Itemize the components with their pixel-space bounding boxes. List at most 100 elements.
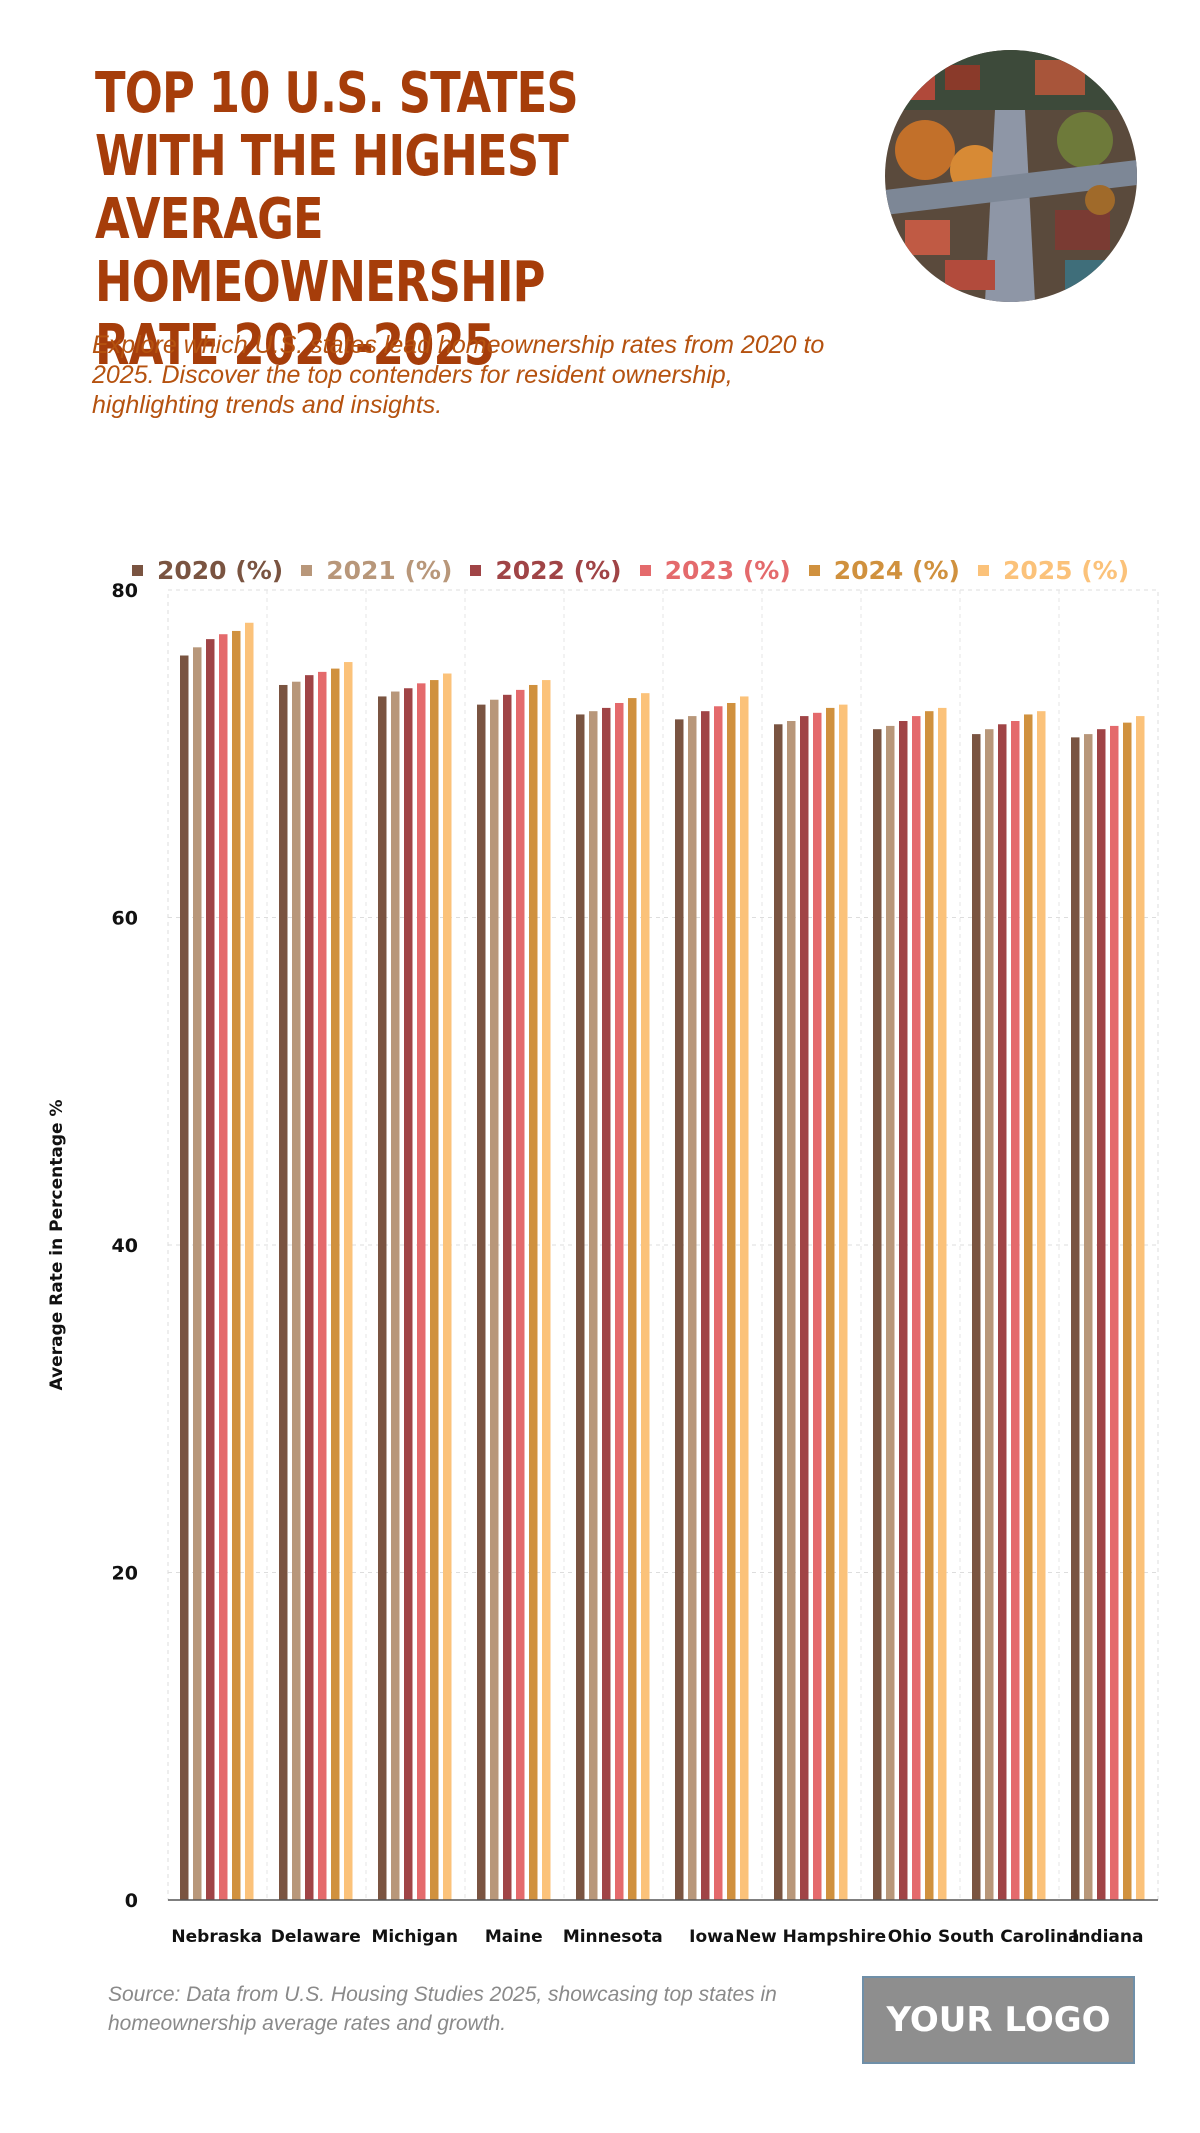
legend-label: 2021 (%)	[326, 555, 453, 585]
legend-label: 2023 (%)	[664, 555, 791, 585]
bar	[615, 702, 624, 1900]
bar	[516, 689, 525, 1901]
legend-swatch	[639, 564, 651, 576]
x-tick-label: Nebraska	[171, 1927, 262, 1947]
legend-swatch	[132, 564, 143, 576]
legend-label: 2025 (%)	[1002, 555, 1130, 585]
bar	[305, 675, 314, 1900]
bar	[787, 721, 796, 1900]
bar	[232, 630, 241, 1900]
legend-swatch	[470, 564, 482, 576]
logo-placeholder: YOUR LOGO	[862, 1976, 1135, 2064]
x-tick-label: Delaware	[271, 1927, 361, 1947]
bar	[1024, 714, 1033, 1901]
y-axis-label: Average Rate in Percentage %	[47, 1100, 67, 1391]
bar	[490, 699, 499, 1900]
bar	[972, 734, 981, 1900]
bar	[576, 714, 585, 1901]
bar	[800, 716, 809, 1900]
bar	[443, 673, 452, 1901]
x-tick-label: Maine	[485, 1927, 543, 1947]
bar	[180, 655, 189, 1900]
bar	[714, 706, 723, 1901]
legend-swatch	[808, 564, 820, 576]
bar	[985, 729, 994, 1900]
chart-legend: 2020 (%) 2021 (%) 2022 (%) 2023 (%) 2024 (%)…	[132, 550, 1132, 590]
x-tick-label: South Carolina	[938, 1927, 1079, 1947]
x-tick-label: Indiana	[1072, 1927, 1143, 1947]
x-tick-label: New Hampshire	[735, 1927, 886, 1947]
legend-label: 2020 (%)	[157, 555, 284, 585]
source-note: Source: Data from U.S. Housing Studies 2…	[108, 1983, 777, 2035]
page-title: TOP 10 U.S. STATES WITH THE HIGHEST AVER…	[95, 61, 579, 378]
bar	[602, 707, 611, 1900]
x-tick-label: Iowa	[689, 1927, 734, 1947]
bar	[628, 698, 637, 1901]
bar	[318, 671, 327, 1900]
bar	[404, 688, 413, 1900]
bar	[430, 680, 439, 1900]
legend-item: 2025 (%)	[977, 555, 1130, 585]
bar	[193, 647, 202, 1900]
bar	[740, 696, 749, 1900]
bar	[886, 725, 895, 1900]
city-aerial-photo	[885, 50, 1137, 302]
legend-item: 2024 (%)	[808, 555, 960, 585]
bar	[1071, 737, 1080, 1900]
bar	[589, 711, 598, 1900]
bar	[344, 662, 353, 1900]
bar	[503, 694, 512, 1900]
bar	[292, 681, 301, 1901]
bar	[774, 724, 783, 1900]
bar	[839, 704, 848, 1900]
bar	[826, 707, 835, 1900]
bar	[1011, 721, 1020, 1900]
city-photo-illustration	[885, 50, 1137, 302]
legend-item: 2023 (%)	[639, 555, 791, 585]
bar	[912, 716, 921, 1900]
bar	[998, 724, 1007, 1900]
bar	[899, 721, 908, 1900]
legend-item: 2021 (%)	[301, 556, 452, 585]
bar	[542, 680, 551, 1900]
bar	[477, 704, 486, 1900]
x-tick-label: Minnesota	[563, 1927, 663, 1947]
legend-swatch	[301, 564, 313, 576]
bar	[331, 668, 340, 1900]
legend-label: 2024 (%)	[833, 555, 960, 585]
bar	[727, 702, 736, 1900]
bar	[529, 684, 538, 1900]
x-tick-label: Ohio	[888, 1927, 932, 1947]
legend-item: 2022 (%)	[470, 556, 622, 585]
bar-chart: 0 20 40 60 80 Nebraska Delaware Michigan Maine Mi…	[47, 580, 1159, 1947]
bar	[391, 691, 400, 1900]
bar	[873, 729, 882, 1900]
y-tick-label: 20	[112, 1563, 138, 1585]
bar	[417, 683, 426, 1900]
bar	[641, 693, 650, 1900]
bar	[378, 696, 387, 1900]
y-tick-label: 60	[112, 908, 138, 930]
bar	[219, 634, 228, 1900]
y-tick-label: 80	[112, 580, 138, 602]
x-tick-label: Michigan	[372, 1927, 459, 1947]
bar	[675, 719, 684, 1900]
bar	[245, 622, 254, 1900]
bar	[938, 707, 947, 1900]
bar	[701, 711, 710, 1900]
legend-swatch	[977, 564, 989, 576]
bar	[1110, 725, 1119, 1900]
bar	[279, 684, 288, 1900]
bar	[688, 716, 697, 1900]
bar	[925, 711, 934, 1900]
bar	[206, 639, 215, 1900]
y-tick-label: 40	[112, 1235, 138, 1257]
bar	[1037, 711, 1046, 1900]
bar	[1136, 716, 1145, 1900]
legend-item: 2020 (%)	[132, 556, 283, 585]
bar	[813, 712, 822, 1900]
y-tick-label: 0	[125, 1890, 138, 1912]
bar	[1084, 734, 1093, 1900]
page-subtitle: Explore which U.S. states lead homeowner…	[92, 331, 825, 419]
bar	[1123, 722, 1132, 1901]
